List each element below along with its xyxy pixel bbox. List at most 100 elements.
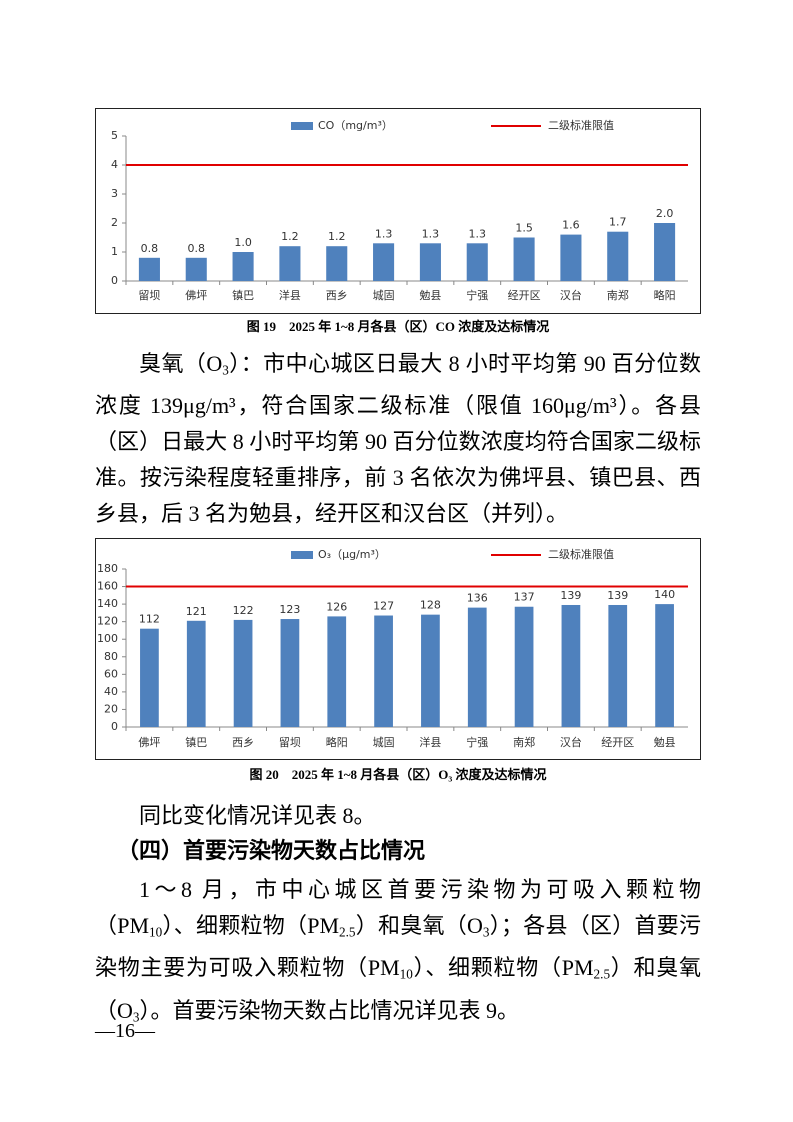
y-tick-label: 180 bbox=[97, 562, 118, 575]
subscript: 3 bbox=[132, 1008, 140, 1024]
bar bbox=[560, 234, 582, 281]
text-run: ）、细颗粒物（PM bbox=[162, 913, 340, 938]
subscript: 10 bbox=[149, 924, 163, 940]
value-label: 1.5 bbox=[515, 222, 533, 235]
x-tick-label: 洋县 bbox=[419, 735, 441, 749]
x-tick-label: 城固 bbox=[373, 289, 395, 302]
bar bbox=[280, 619, 300, 727]
bar bbox=[326, 246, 348, 281]
y-tick-label: 20 bbox=[104, 702, 118, 715]
value-label: 1.7 bbox=[609, 216, 627, 229]
x-tick-label: 留坝 bbox=[279, 735, 301, 749]
value-label: 1.6 bbox=[562, 219, 580, 232]
bar bbox=[374, 615, 393, 727]
bar bbox=[419, 243, 441, 281]
text-run: ）、细颗粒物（PM bbox=[412, 955, 594, 981]
bar bbox=[233, 619, 253, 727]
bar bbox=[467, 607, 487, 727]
value-label: 136 bbox=[467, 592, 488, 605]
bar bbox=[279, 246, 301, 281]
x-tick-label: 留坝 bbox=[138, 288, 160, 302]
x-tick-label: 勉县 bbox=[419, 288, 441, 302]
value-label: 1.2 bbox=[281, 230, 299, 243]
legend-label: O₃（μg/m³） bbox=[318, 548, 386, 561]
y-tick-label: 120 bbox=[97, 615, 118, 628]
bar bbox=[608, 604, 628, 727]
x-tick-label: 佛坪 bbox=[185, 289, 207, 302]
value-label: 1.2 bbox=[328, 230, 346, 243]
x-tick-label: 西乡 bbox=[326, 289, 348, 302]
x-tick-label: 南郑 bbox=[513, 735, 535, 749]
chart-frame: CO（mg/m³） 二级标准限值 0 1 2 3 4 5 留坝 佛坪 镇巴 洋县 西乡 城固 勉县 宁强 经开区… bbox=[95, 108, 701, 314]
x-tick-label: 略阳 bbox=[654, 288, 676, 302]
value-label: 0.8 bbox=[188, 242, 206, 255]
legend-swatch bbox=[291, 551, 313, 559]
bar bbox=[138, 257, 160, 281]
x-tick-label: 南郑 bbox=[607, 288, 629, 302]
x-tick-label: 镇巴 bbox=[185, 735, 207, 749]
legend-label: 二级标准限值 bbox=[548, 547, 614, 561]
x-tick-label: 佛坪 bbox=[138, 736, 160, 749]
text-run: 1～8 月，市中心城区首要污染物为可吸入颗粒物（PM bbox=[95, 877, 701, 938]
x-tick-label: 洋县 bbox=[279, 288, 301, 302]
caption: 图 19 2025 年 1~8 月各县（区）CO 浓度及达标情况 bbox=[246, 319, 550, 334]
value-label: 2.0 bbox=[656, 207, 674, 220]
bar bbox=[140, 628, 159, 727]
y-tick-label: 3 bbox=[111, 187, 118, 200]
y-tick-label: 5 bbox=[111, 129, 118, 142]
y-tick-label: 2 bbox=[111, 216, 118, 229]
legend-label: 二级标准限值 bbox=[548, 118, 614, 132]
bar bbox=[607, 231, 629, 281]
x-tick-label: 城固 bbox=[373, 736, 395, 749]
text-run: ）。首要污染物天数占比情况详见表 9。 bbox=[139, 997, 519, 1023]
bar bbox=[232, 252, 254, 281]
y-tick-label: 100 bbox=[97, 632, 118, 645]
x-tick-label: 宁强 bbox=[466, 288, 488, 302]
section-heading: （四）首要污染物天数占比情况 bbox=[117, 839, 426, 864]
value-label: 1.0 bbox=[234, 236, 252, 249]
y-tick-label: 160 bbox=[97, 580, 118, 593]
value-label: 137 bbox=[514, 591, 535, 604]
bar bbox=[373, 243, 395, 281]
page-number: —16— bbox=[95, 1020, 155, 1042]
value-label: 0.8 bbox=[141, 242, 159, 255]
chart: O₃（μg/m³） 二级标准限值 0 20 40 60 80 100 120 140 160 180 佛… bbox=[95, 538, 701, 760]
subscript: 3 bbox=[482, 924, 490, 940]
bar bbox=[186, 620, 206, 727]
paragraph: 1～8 月，市中心城区首要污染物为可吸入颗粒物（PM10）、细颗粒物（PM2.5… bbox=[95, 872, 701, 1035]
y-tick-label: 0 bbox=[111, 274, 118, 287]
bar bbox=[421, 614, 440, 727]
subscript: 2.5 bbox=[593, 966, 611, 982]
y-tick-label: 40 bbox=[104, 685, 118, 698]
bar bbox=[185, 257, 207, 281]
bar bbox=[514, 606, 534, 727]
subscript: 3 bbox=[222, 362, 229, 378]
x-tick-label: 勉县 bbox=[654, 735, 676, 749]
value-label: 112 bbox=[139, 613, 160, 626]
x-tick-label: 略阳 bbox=[326, 735, 348, 749]
y-tick-label: 1 bbox=[111, 245, 118, 258]
value-label: 126 bbox=[326, 600, 347, 613]
value-label: 1.3 bbox=[469, 227, 487, 240]
x-tick-label: 汉台 bbox=[560, 288, 582, 302]
bar bbox=[655, 604, 674, 727]
y-tick-label: 60 bbox=[104, 667, 118, 680]
paragraph: 臭氧（O3）：市中心城区日最大 8 小时平均第 90 百分位数浓度 139μg/… bbox=[95, 346, 701, 532]
y-tick-label: 140 bbox=[97, 597, 118, 610]
value-label: 140 bbox=[654, 588, 675, 601]
bar bbox=[654, 223, 676, 281]
x-tick-label: 经开区 bbox=[508, 289, 541, 302]
text-run: ）；各县（区）首要污染物主要为可吸入颗粒物（PM bbox=[95, 913, 701, 981]
text-run: 臭氧（O bbox=[139, 351, 223, 376]
text-run: 同比变化情况详见表 8。 bbox=[139, 803, 376, 828]
x-tick-label: 经开区 bbox=[601, 736, 634, 749]
subscript: 10 bbox=[399, 966, 413, 982]
x-tick-label: 汉台 bbox=[560, 735, 582, 749]
value-label: 139 bbox=[607, 589, 628, 602]
paragraph: 同比变化情况详见表 8。 bbox=[95, 798, 701, 834]
x-tick-label: 西乡 bbox=[232, 736, 254, 749]
value-label: 139 bbox=[560, 589, 581, 602]
x-tick-label: 宁强 bbox=[466, 735, 488, 749]
value-label: 121 bbox=[186, 605, 207, 618]
